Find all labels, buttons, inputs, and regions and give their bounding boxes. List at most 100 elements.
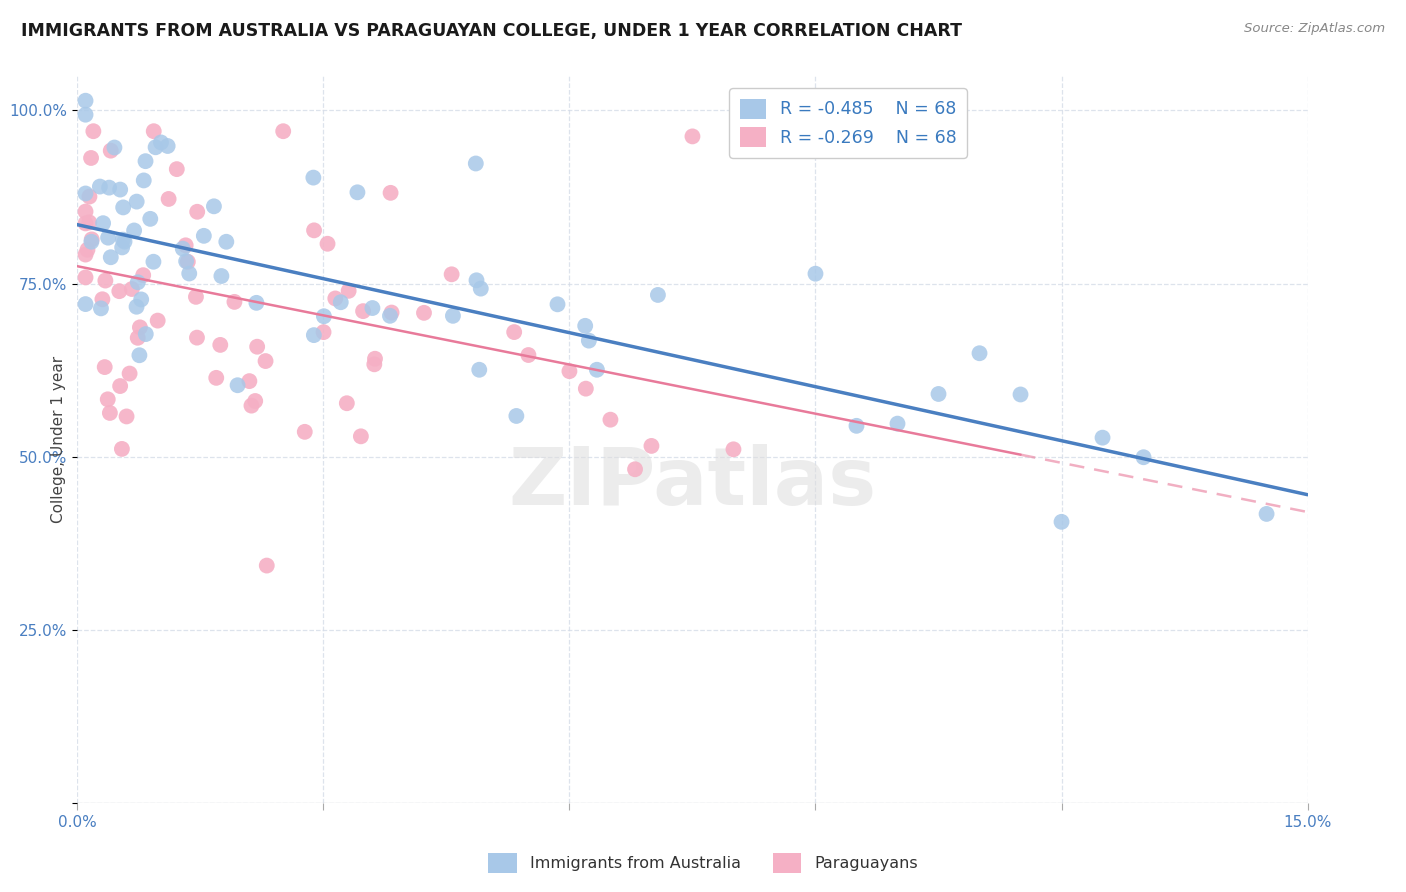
Point <box>586 363 609 377</box>
Point <box>503 325 526 339</box>
Point <box>125 194 148 209</box>
Point <box>142 124 165 138</box>
Point <box>312 310 335 324</box>
Point <box>111 240 134 254</box>
Point <box>75 270 97 285</box>
Point <box>352 304 374 318</box>
Point <box>245 394 267 409</box>
Point <box>302 328 325 343</box>
Point <box>505 409 527 423</box>
Text: ZIPatlas: ZIPatlas <box>509 444 876 522</box>
Point <box>75 216 97 230</box>
Point <box>80 235 103 249</box>
Point <box>82 124 104 138</box>
Point <box>558 364 581 378</box>
Point <box>723 442 745 457</box>
Point <box>100 144 122 158</box>
Point <box>440 268 463 282</box>
Point <box>91 293 114 307</box>
Point <box>108 183 131 197</box>
Point <box>100 250 122 264</box>
Point <box>226 378 249 392</box>
Point <box>640 439 662 453</box>
Point <box>465 273 488 287</box>
Point <box>89 179 111 194</box>
Text: Source: ZipAtlas.com: Source: ZipAtlas.com <box>1244 22 1385 36</box>
Legend: R = -0.485    N = 68, R = -0.269    N = 68: R = -0.485 N = 68, R = -0.269 N = 68 <box>730 88 967 158</box>
Point <box>98 180 121 194</box>
Point <box>172 242 194 256</box>
Point <box>575 382 598 396</box>
Point <box>166 162 188 177</box>
Point <box>114 235 136 249</box>
Point <box>177 255 200 269</box>
Point <box>364 351 387 366</box>
Point <box>135 154 157 169</box>
Point <box>240 399 263 413</box>
Point <box>80 232 103 246</box>
Point <box>156 139 179 153</box>
Point <box>150 136 173 150</box>
Point <box>312 325 335 339</box>
Point <box>205 371 228 385</box>
Point <box>517 348 540 362</box>
Point <box>1010 387 1032 401</box>
Point <box>108 379 131 393</box>
Point <box>97 392 120 407</box>
Point <box>139 211 162 226</box>
Point <box>209 338 232 352</box>
Point <box>125 300 148 314</box>
Point <box>380 305 402 319</box>
Point <box>547 297 569 311</box>
Point <box>380 186 402 200</box>
Point <box>97 230 120 244</box>
Point <box>127 275 149 289</box>
Point <box>77 215 100 229</box>
Point <box>302 170 325 185</box>
Point <box>115 409 138 424</box>
Point <box>184 290 207 304</box>
Point <box>271 124 294 138</box>
Point <box>209 268 232 283</box>
Point <box>135 327 157 342</box>
Point <box>146 313 169 327</box>
Point <box>329 295 352 310</box>
Point <box>93 360 115 375</box>
Point <box>599 412 621 426</box>
Legend: Immigrants from Australia, Paraguayans: Immigrants from Australia, Paraguayans <box>482 847 924 880</box>
Point <box>647 288 669 302</box>
Point <box>361 301 384 315</box>
Point <box>75 186 97 201</box>
Point <box>145 140 167 154</box>
Point <box>294 425 316 439</box>
Point <box>578 334 600 348</box>
Point <box>90 301 112 316</box>
Point <box>98 406 121 420</box>
Point <box>1091 431 1114 445</box>
Point <box>186 331 208 345</box>
Point <box>75 297 97 311</box>
Point <box>157 192 180 206</box>
Point <box>378 309 401 323</box>
Point <box>969 346 991 360</box>
Point <box>75 247 97 261</box>
Point <box>127 331 149 345</box>
Point <box>94 274 117 288</box>
Point <box>108 284 131 298</box>
Point <box>1050 515 1073 529</box>
Point <box>302 223 325 237</box>
Point <box>80 151 103 165</box>
Point <box>804 267 827 281</box>
Point <box>363 357 385 371</box>
Point <box>75 94 97 108</box>
Point <box>246 340 269 354</box>
Point <box>132 268 155 282</box>
Point <box>336 396 359 410</box>
Point <box>464 156 486 170</box>
Y-axis label: College, Under 1 year: College, Under 1 year <box>51 356 66 523</box>
Point <box>1256 507 1278 521</box>
Point <box>928 387 950 401</box>
Point <box>624 462 647 476</box>
Point <box>682 129 704 144</box>
Point <box>186 204 208 219</box>
